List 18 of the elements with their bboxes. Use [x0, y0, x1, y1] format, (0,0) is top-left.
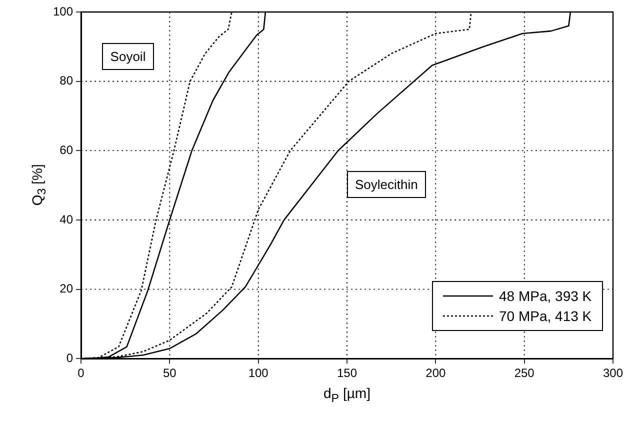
annotation: Soyoil — [102, 43, 154, 70]
x-tick-label: 300 — [602, 366, 624, 380]
y-tick-label: 20 — [60, 282, 74, 296]
x-tick-label: 100 — [248, 366, 269, 380]
x-tick-label: 250 — [514, 366, 535, 380]
x-tick-label: 0 — [78, 366, 85, 380]
x-tick-label: 150 — [336, 366, 358, 380]
legend-label: 70 MPa, 413 K — [499, 308, 592, 324]
y-tick-label: 60 — [60, 142, 74, 157]
y-tick-label: 0 — [66, 350, 74, 365]
y-tick-label: 80 — [60, 74, 74, 88]
x-tick-label: 200 — [426, 366, 446, 380]
x-axis-title: d$_{P}$ [µm] — [324, 384, 370, 404]
legend-label: 48 MPa, 393 K — [499, 288, 592, 304]
y-tick-label: 100 — [52, 4, 74, 18]
x-tick-label: 50 — [163, 366, 177, 380]
y-tick-label: 40 — [60, 212, 74, 226]
annotation: Soylecithin — [347, 171, 426, 198]
